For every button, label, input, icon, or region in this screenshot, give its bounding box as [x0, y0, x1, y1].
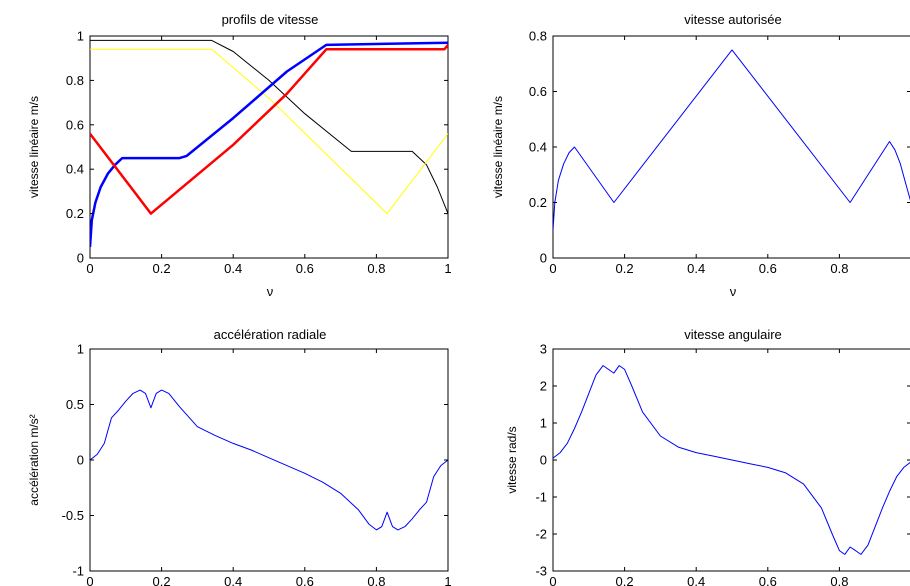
y-tick-label: 0.6 — [66, 117, 84, 132]
chart-vitesse-autorisee: vitesse autorisée vitesse linéaire m/s ν… — [491, 12, 910, 299]
series-line-3 — [90, 44, 448, 215]
x-tick-label: 0.4 — [687, 261, 705, 276]
x-tick-label: 0.6 — [296, 574, 314, 586]
series-line-0 — [553, 365, 910, 555]
y-tick-label: 0.4 — [66, 162, 84, 177]
series-line-0 — [90, 389, 448, 531]
x-tick-label: 0.2 — [616, 574, 634, 586]
chart-vitesse-angulaire: vitesse angulaire vitesse rad/s 0 0.2 0.4 0… — [505, 327, 910, 586]
y-axis-label: vitesse linéaire m/s — [491, 96, 505, 198]
x-tick-label: 0 — [549, 574, 556, 586]
x-tick-label: 0.6 — [759, 261, 777, 276]
x-tick-label: 1 — [444, 261, 451, 276]
x-tick-label: 0.8 — [830, 574, 848, 586]
x-tick-label: 0.2 — [153, 574, 171, 586]
chart-title: accélération radiale — [214, 327, 327, 342]
x-tick-label: 0 — [86, 574, 93, 586]
x-tick-label: 0.8 — [367, 574, 385, 586]
x-tick-label: 1 — [444, 574, 451, 586]
x-tick-label: 0.2 — [616, 261, 634, 276]
y-tick-label: 0.8 — [66, 73, 84, 88]
chart-profils-de-vitesse: profils de vitesse vitesse linéaire m/s … — [27, 12, 452, 299]
y-tick-label: -3 — [535, 564, 547, 579]
y-axis-label: vitesse rad/s — [505, 426, 519, 493]
y-tick-label: 1 — [77, 29, 84, 44]
y-tick-label: 0.2 — [66, 206, 84, 221]
plot-area — [552, 35, 910, 259]
x-axis-label: ν — [730, 284, 737, 299]
y-tick-label: 0.5 — [66, 397, 84, 412]
y-axis-label: vitesse linéaire m/s — [27, 96, 41, 198]
x-tick-label: 0.8 — [367, 261, 385, 276]
y-axis-label: accélération m/s² — [27, 414, 41, 505]
series-line-0 — [553, 49, 910, 231]
y-tick-label: 0.8 — [529, 29, 547, 44]
y-tick-label: 0.4 — [529, 140, 547, 155]
x-axis-label: ν — [267, 284, 274, 299]
y-tick-label: 0 — [77, 251, 84, 266]
x-tick-label: 0.6 — [296, 261, 314, 276]
plot-area — [89, 35, 449, 259]
chart-title: vitesse angulaire — [684, 327, 782, 342]
y-tick-label: 0.6 — [529, 84, 547, 99]
y-tick-label: -1 — [72, 564, 84, 579]
x-tick-label: 0.8 — [830, 261, 848, 276]
y-tick-label: 0 — [540, 251, 547, 266]
series-line-2 — [90, 41, 448, 247]
y-tick-label: -0.5 — [62, 508, 84, 523]
y-tick-label: 1 — [540, 416, 547, 431]
plot-area — [89, 348, 449, 572]
y-tick-label: 0 — [77, 453, 84, 468]
chart-acceleration-radiale: accélération radiale accélération m/s² 0… — [27, 327, 452, 586]
series-line-0 — [90, 39, 448, 214]
y-tick-label: 1 — [77, 342, 84, 357]
y-tick-label: 3 — [540, 342, 547, 357]
chart-title: vitesse autorisée — [684, 12, 782, 27]
x-tick-label: 0.4 — [224, 261, 242, 276]
x-tick-label: 0.2 — [153, 261, 171, 276]
x-tick-label: 0 — [549, 261, 556, 276]
x-tick-label: 0.6 — [759, 574, 777, 586]
x-tick-label: 0 — [86, 261, 93, 276]
series-line-1 — [90, 48, 448, 215]
y-tick-label: -2 — [535, 527, 547, 542]
x-tick-label: 0.4 — [224, 574, 242, 586]
y-tick-label: 0.2 — [529, 195, 547, 210]
y-tick-label: -1 — [535, 490, 547, 505]
chart-title: profils de vitesse — [222, 12, 319, 27]
x-tick-label: 0.4 — [687, 574, 705, 586]
y-tick-label: 2 — [540, 379, 547, 394]
y-tick-label: 0 — [540, 453, 547, 468]
